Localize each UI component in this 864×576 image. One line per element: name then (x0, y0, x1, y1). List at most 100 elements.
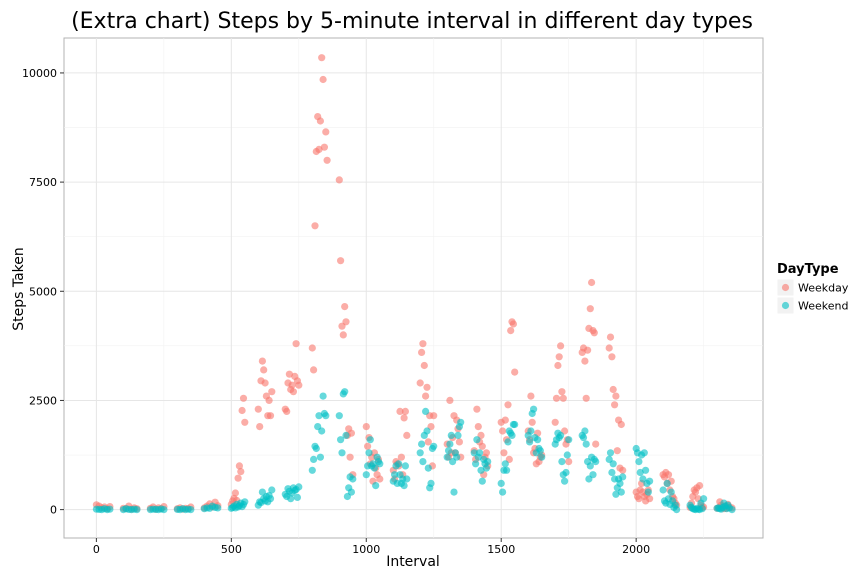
data-point (337, 257, 345, 265)
data-point (231, 489, 239, 497)
data-point (673, 506, 681, 514)
data-point (646, 477, 654, 485)
data-point (239, 394, 248, 402)
data-point (342, 318, 350, 326)
data-point (530, 405, 538, 413)
data-point (268, 486, 276, 494)
data-point (285, 370, 293, 378)
data-point (349, 475, 357, 483)
data-point (617, 488, 625, 496)
data-point (473, 405, 481, 413)
data-point (612, 392, 620, 400)
data-point (335, 176, 343, 184)
data-point (364, 442, 372, 450)
data-point (295, 483, 303, 491)
data-point (337, 436, 345, 444)
data-point (430, 442, 438, 450)
data-point (366, 436, 374, 444)
data-point (501, 460, 509, 468)
data-point (362, 423, 370, 431)
data-point (478, 477, 486, 485)
data-point (484, 458, 492, 466)
data-point (133, 506, 141, 514)
data-point (256, 423, 264, 431)
data-point (558, 458, 566, 466)
data-point (635, 495, 643, 503)
data-point (606, 333, 615, 341)
data-point (420, 361, 428, 370)
data-point (563, 451, 571, 459)
data-point (450, 488, 458, 496)
data-point (322, 128, 330, 136)
data-point (612, 490, 620, 498)
data-point (261, 379, 269, 387)
legend-title: DayType (777, 262, 839, 277)
data-point (376, 475, 384, 483)
data-point (347, 488, 355, 496)
data-point (644, 488, 652, 496)
data-point (613, 447, 621, 455)
data-point (397, 453, 405, 461)
x-tick-label: 1000 (352, 543, 380, 556)
data-point (400, 482, 408, 490)
data-point (419, 340, 427, 348)
data-point (696, 482, 704, 490)
data-point (311, 222, 319, 230)
data-point (430, 412, 438, 420)
data-point (446, 396, 454, 404)
data-point (608, 353, 616, 361)
data-point (316, 453, 324, 461)
data-point (511, 368, 519, 376)
data-point (342, 431, 350, 439)
data-point (308, 344, 316, 352)
data-point (424, 438, 432, 446)
data-point (561, 477, 569, 485)
data-point (424, 464, 432, 472)
data-point (728, 506, 736, 514)
data-point (581, 357, 589, 365)
legend: DayType Weekday Weekend (776, 262, 849, 315)
data-point (318, 54, 326, 62)
plot-panel (63, 37, 764, 539)
data-point (260, 366, 268, 374)
data-point (663, 479, 671, 487)
data-point (254, 405, 262, 413)
data-point (527, 392, 535, 400)
data-point (478, 442, 486, 450)
data-point (617, 420, 625, 429)
x-tick-label: 1500 (487, 543, 515, 556)
chart-title: (Extra chart) Steps by 5-minute interval… (71, 9, 753, 34)
data-point (640, 449, 648, 457)
data-point (241, 418, 249, 426)
data-point (454, 431, 462, 439)
data-point (322, 412, 330, 420)
data-point (315, 145, 323, 153)
data-point (616, 479, 624, 487)
data-point (422, 392, 430, 400)
data-point (187, 506, 195, 514)
data-point (477, 466, 485, 474)
data-point (241, 498, 249, 506)
data-point (289, 388, 297, 396)
data-point (504, 438, 512, 446)
data-point (323, 156, 331, 164)
data-point (609, 460, 617, 468)
data-point (562, 468, 570, 477)
data-point (316, 117, 324, 125)
y-tick-label: 0 (50, 504, 57, 517)
data-point (552, 394, 561, 402)
data-point (335, 412, 343, 420)
data-point (606, 449, 615, 457)
data-point (609, 385, 617, 394)
data-point (395, 460, 403, 468)
data-point (555, 353, 563, 361)
data-point (238, 406, 246, 415)
data-point (557, 431, 565, 439)
data-point (636, 468, 644, 477)
y-axis: 0 2500 5000 7500 10000 (22, 67, 64, 517)
data-point (258, 357, 266, 365)
data-point (315, 412, 323, 420)
data-point (499, 488, 507, 496)
data-point (423, 427, 431, 435)
data-point (700, 495, 708, 503)
